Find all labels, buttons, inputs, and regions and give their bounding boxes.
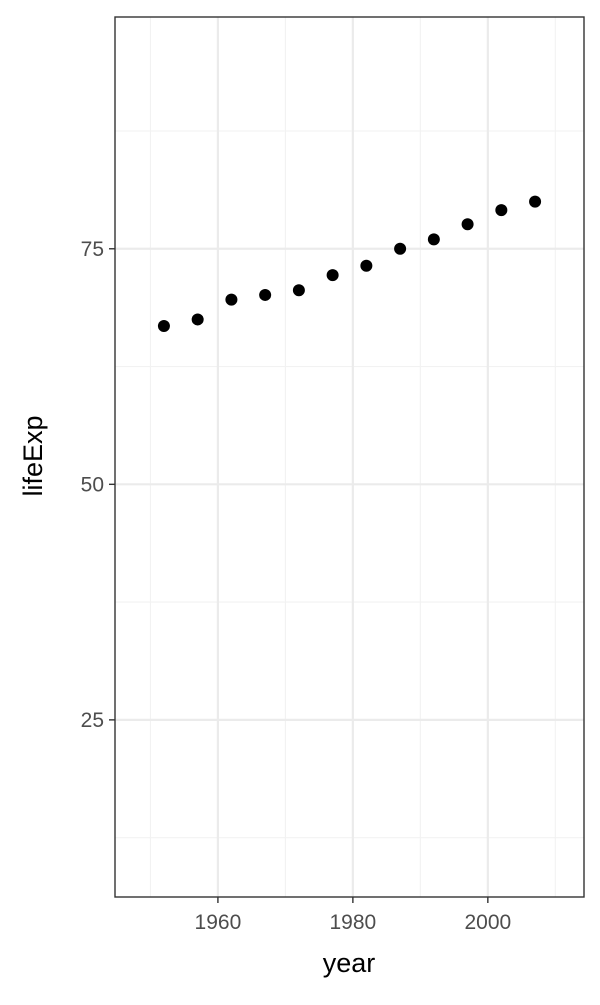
data-point — [326, 269, 339, 282]
data-point — [529, 195, 542, 208]
data-point — [191, 313, 204, 326]
axis-tick-marks — [109, 248, 489, 903]
y-axis-title: lifeExp — [18, 415, 48, 496]
data-point — [292, 284, 305, 297]
panel-border — [114, 16, 585, 898]
axis-tick-labels: 1960 1980 2000 25 50 75 — [81, 238, 512, 934]
data-point — [427, 233, 440, 246]
y-tick-label: 25 — [81, 709, 104, 732]
data-point — [360, 259, 373, 272]
x-tick-label: 2000 — [464, 911, 511, 934]
data-point — [495, 204, 508, 217]
y-tick-label: 75 — [81, 238, 104, 261]
data-point — [259, 288, 272, 301]
data-point — [225, 293, 238, 306]
y-tick-label: 50 — [81, 473, 104, 496]
minor-grid-lines — [115, 17, 584, 897]
data-points — [157, 195, 542, 333]
x-axis-title: year — [323, 948, 376, 978]
data-point — [461, 218, 474, 231]
data-point — [157, 320, 170, 333]
data-point — [394, 242, 407, 255]
x-tick-label: 1980 — [330, 911, 377, 934]
x-tick-label: 1960 — [195, 911, 242, 934]
major-grid-lines — [115, 17, 584, 897]
